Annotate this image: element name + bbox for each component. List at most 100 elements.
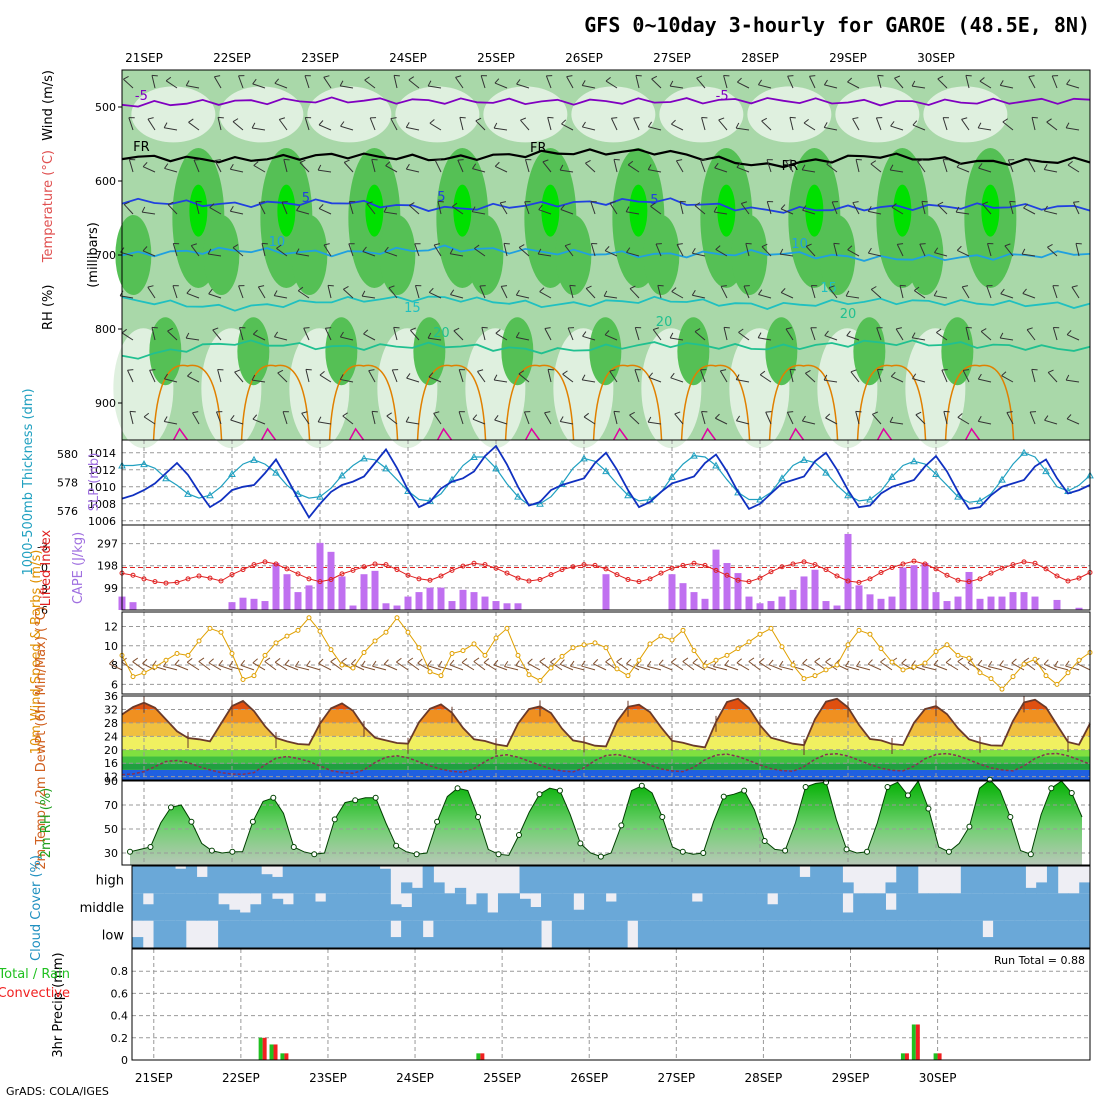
wind-speed-marker	[746, 639, 752, 645]
top-date-label: 28SEP	[741, 51, 779, 65]
wind-barb-feather	[405, 163, 410, 170]
wind-barb-feather	[386, 412, 392, 417]
precip-tick-label: 0.8	[111, 965, 129, 978]
wind-barb	[713, 666, 728, 671]
cloud-bar	[637, 866, 650, 894]
precip-tick-label: 0.4	[111, 1010, 129, 1023]
wind-barb	[348, 243, 354, 257]
rh-marker	[638, 782, 645, 789]
wind-barb	[720, 286, 728, 299]
wind-barb-feather	[151, 74, 158, 77]
wind-barb	[736, 379, 750, 383]
thickness-marker	[998, 475, 1006, 483]
cloud-bar	[734, 866, 747, 894]
wind-barb-feather	[547, 368, 554, 371]
wind-barb	[635, 75, 640, 89]
wind-barb	[295, 665, 310, 671]
wind-barb-feather	[604, 330, 610, 336]
cloud-bar	[745, 866, 757, 894]
wind-barb-feather	[982, 201, 989, 205]
temp-tick-label: 20	[104, 744, 118, 757]
bottom-date-label: 22SEP	[222, 1071, 260, 1085]
wind-barb	[748, 661, 761, 671]
lifted-index-marker	[856, 579, 862, 585]
cloud-bar	[196, 893, 208, 921]
wind-barb-feather	[1028, 75, 1035, 78]
wind-speed-marker	[438, 673, 444, 679]
wind-barb-feather	[627, 160, 634, 166]
wind-barb-feather	[427, 332, 432, 339]
temperature-axis-title: Temperature (°C)	[41, 150, 56, 263]
wind-barb	[850, 371, 860, 383]
wind-barb-feather	[449, 248, 454, 254]
thickness-marker	[404, 486, 412, 494]
wind-barb	[977, 664, 992, 671]
wind-barb-feather	[344, 159, 350, 163]
wind-barb	[562, 373, 574, 383]
cloud-bar	[863, 893, 876, 921]
lifted-index-marker	[372, 561, 378, 567]
wind-barb-feather	[1023, 203, 1029, 209]
wind-barb-feather	[141, 206, 146, 213]
wind-barb-feather	[390, 117, 397, 120]
wind-barb	[504, 666, 519, 671]
temp-contour-25	[944, 364, 1015, 441]
wind-barb	[692, 662, 706, 671]
cloud-bar	[271, 876, 284, 894]
cloud-bar	[584, 893, 596, 921]
cloud-bar	[261, 920, 273, 948]
wind-barb	[787, 75, 794, 89]
rh-moist-patch	[677, 317, 710, 386]
wind-barb-feather	[142, 246, 148, 252]
wind-barb	[264, 661, 277, 671]
thickness-marker	[690, 451, 698, 459]
wind-barb	[188, 121, 200, 131]
cloud-bar	[1036, 882, 1048, 894]
wind-barb-feather	[823, 122, 828, 128]
wind-barb	[406, 377, 420, 383]
wind-barb	[692, 294, 706, 299]
wind-barb-feather	[325, 327, 332, 329]
wind-barb-feather	[123, 75, 129, 80]
wind-barb	[978, 127, 992, 131]
wind-barb	[936, 332, 948, 341]
wind-barb-feather	[152, 660, 157, 667]
cloud-bar	[659, 866, 671, 894]
wind-barb	[715, 417, 728, 425]
wind-barb-feather	[890, 371, 896, 377]
cape-bar	[1053, 599, 1061, 610]
wind-barb-feather	[129, 410, 136, 413]
wind-barb	[967, 662, 981, 671]
cloud-bar	[401, 882, 413, 894]
wind-barb	[340, 336, 354, 341]
wind-barb	[459, 117, 464, 131]
wind-barb-feather	[735, 415, 741, 422]
wind-barb	[564, 245, 574, 257]
wind-barb-feather	[650, 202, 656, 207]
cloud-bar	[691, 920, 703, 948]
wind-barb-feather	[715, 245, 721, 250]
wind-barb	[802, 420, 816, 425]
wind-barb-feather	[385, 161, 391, 167]
wind-barb	[274, 336, 288, 341]
wind-barb-feather	[252, 658, 258, 664]
wind-barb-feather	[670, 372, 675, 379]
thickness-marker	[734, 488, 742, 496]
precip-total-bar	[280, 1053, 285, 1060]
rh-moist-patch	[501, 317, 534, 386]
wind-barb-feather	[123, 201, 130, 205]
wind-barb	[1000, 293, 1014, 299]
thickness-marker	[294, 489, 302, 497]
temp-contour-line	[121, 148, 1091, 169]
wind-speed-marker	[625, 673, 631, 679]
wind-barb	[582, 126, 596, 131]
wind-barb	[915, 414, 926, 425]
wind-barb-feather	[897, 243, 904, 245]
rh-marker	[127, 848, 133, 855]
cloud-bar	[379, 893, 391, 921]
rh-marker	[1007, 814, 1014, 820]
wind-barb-feather	[188, 118, 194, 123]
wind-speed-marker	[713, 657, 719, 663]
cape-bar	[283, 574, 291, 610]
wind-barb	[965, 327, 970, 341]
